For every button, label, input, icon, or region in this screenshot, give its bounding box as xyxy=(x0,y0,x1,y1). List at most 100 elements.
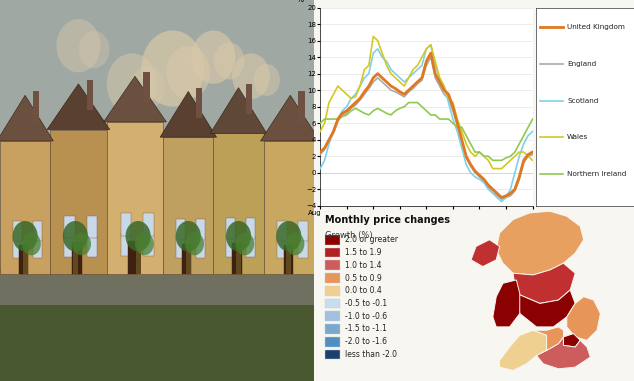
Bar xyxy=(325,286,340,296)
Text: Scotland: Scotland xyxy=(567,98,598,104)
Bar xyxy=(32,239,42,258)
Text: -1.0 to -0.6: -1.0 to -0.6 xyxy=(345,312,387,321)
Text: -0.5 to -0.1: -0.5 to -0.1 xyxy=(345,299,387,308)
Polygon shape xyxy=(567,297,600,340)
Bar xyxy=(325,349,340,359)
Text: -2.0 to -1.6: -2.0 to -1.6 xyxy=(345,337,387,346)
Bar xyxy=(64,235,75,257)
Bar xyxy=(121,213,131,236)
Bar xyxy=(143,213,153,236)
Bar xyxy=(64,216,75,238)
Bar xyxy=(196,219,205,240)
Polygon shape xyxy=(536,337,590,369)
Bar xyxy=(325,235,340,245)
Bar xyxy=(32,221,42,241)
Circle shape xyxy=(232,53,270,99)
Bar xyxy=(325,299,340,309)
Bar xyxy=(0,0,314,248)
Bar xyxy=(298,91,304,122)
Circle shape xyxy=(141,30,204,107)
Bar xyxy=(246,236,255,258)
Polygon shape xyxy=(496,211,583,275)
Bar xyxy=(325,311,340,321)
Text: Monthly price changes: Monthly price changes xyxy=(325,215,450,224)
Text: 2.0 or greater: 2.0 or greater xyxy=(345,235,398,244)
Bar xyxy=(226,218,235,239)
Text: Growth (%): Growth (%) xyxy=(325,231,372,240)
Polygon shape xyxy=(261,95,320,141)
Bar xyxy=(325,337,340,347)
Bar xyxy=(13,239,22,258)
Polygon shape xyxy=(493,280,520,327)
Bar xyxy=(325,260,340,270)
Circle shape xyxy=(135,232,154,255)
Bar xyxy=(32,91,39,122)
Bar xyxy=(176,219,184,240)
Bar xyxy=(72,242,82,274)
Text: -1.5 to -1.1: -1.5 to -1.1 xyxy=(345,325,387,333)
Circle shape xyxy=(72,232,91,255)
Bar xyxy=(284,245,294,274)
Circle shape xyxy=(226,221,251,251)
Bar xyxy=(128,241,138,274)
Bar xyxy=(0,267,314,305)
Bar xyxy=(186,251,191,274)
Bar xyxy=(236,251,241,274)
Bar xyxy=(0,141,50,274)
Text: 0.5 to 0.9: 0.5 to 0.9 xyxy=(345,274,382,283)
Circle shape xyxy=(185,232,204,255)
Bar xyxy=(264,141,317,274)
Text: 0.0 to 0.4: 0.0 to 0.4 xyxy=(345,286,382,295)
Circle shape xyxy=(254,64,280,96)
Bar xyxy=(246,218,255,239)
Polygon shape xyxy=(533,327,564,351)
Text: less than -2.0: less than -2.0 xyxy=(345,350,397,359)
Bar xyxy=(196,237,205,258)
Circle shape xyxy=(126,221,151,251)
Bar xyxy=(325,324,340,334)
Bar xyxy=(73,251,78,274)
Polygon shape xyxy=(0,95,53,141)
Bar xyxy=(121,233,131,256)
Bar xyxy=(196,88,202,118)
Text: England: England xyxy=(567,61,597,67)
Bar xyxy=(136,251,141,274)
Bar xyxy=(298,221,308,241)
Circle shape xyxy=(285,232,304,255)
Bar xyxy=(87,216,97,238)
Polygon shape xyxy=(103,76,166,122)
Bar xyxy=(277,221,287,241)
Text: Wales: Wales xyxy=(567,134,588,140)
Polygon shape xyxy=(471,240,500,267)
Bar xyxy=(0,0,314,190)
Circle shape xyxy=(166,46,210,99)
Bar xyxy=(325,273,340,283)
Polygon shape xyxy=(564,334,580,347)
Polygon shape xyxy=(210,88,267,133)
Circle shape xyxy=(191,30,235,84)
Circle shape xyxy=(56,19,100,72)
Bar xyxy=(163,137,214,274)
Bar xyxy=(214,133,264,274)
Bar xyxy=(87,235,97,257)
Bar xyxy=(0,236,314,381)
Bar xyxy=(0,236,314,274)
Text: 1.5 to 1.9: 1.5 to 1.9 xyxy=(345,248,382,257)
Bar xyxy=(298,239,308,258)
Polygon shape xyxy=(516,290,575,327)
Text: 1.0 to 1.4: 1.0 to 1.4 xyxy=(345,261,382,270)
Y-axis label: %: % xyxy=(297,0,304,4)
Bar xyxy=(19,245,28,274)
Circle shape xyxy=(235,232,254,255)
Circle shape xyxy=(22,232,41,255)
Bar xyxy=(107,122,163,274)
Circle shape xyxy=(79,31,110,68)
Circle shape xyxy=(107,53,157,114)
Bar xyxy=(23,251,28,274)
Bar xyxy=(226,236,235,258)
Polygon shape xyxy=(160,91,217,137)
Circle shape xyxy=(214,42,245,80)
Polygon shape xyxy=(500,330,547,370)
Circle shape xyxy=(63,221,88,251)
Bar xyxy=(286,251,291,274)
